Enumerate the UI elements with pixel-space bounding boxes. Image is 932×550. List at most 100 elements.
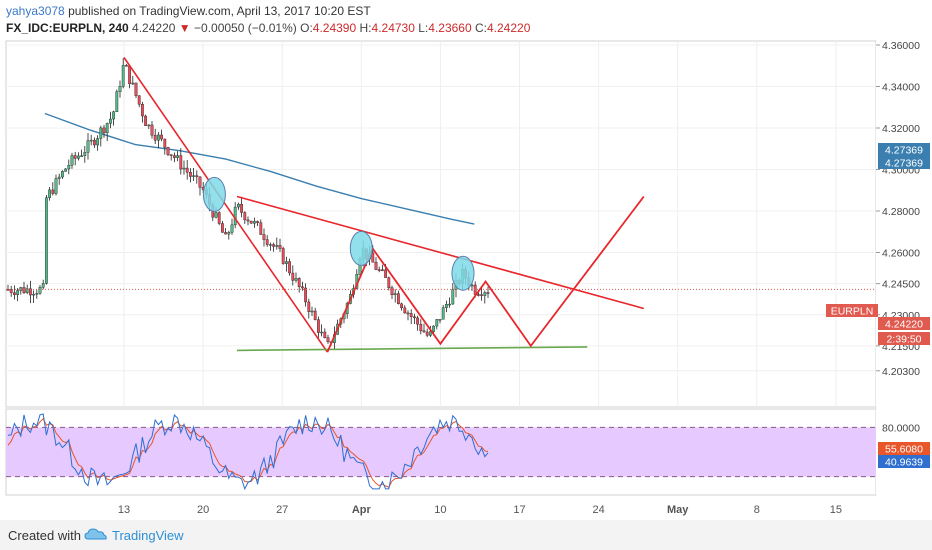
time-tick-label: 15 bbox=[830, 504, 842, 516]
candle-body bbox=[121, 65, 125, 87]
stochastic-value-box bbox=[878, 455, 930, 468]
candle-body bbox=[374, 262, 378, 270]
time-tick-label: 10 bbox=[434, 504, 446, 516]
candle-body bbox=[390, 287, 394, 296]
author-link[interactable]: yahya3078 bbox=[6, 4, 65, 18]
candle-body bbox=[236, 203, 240, 208]
candle-body bbox=[432, 325, 435, 332]
price-label-text: 4.27369 bbox=[885, 145, 923, 157]
candle-body bbox=[89, 139, 93, 142]
candle-body bbox=[25, 288, 29, 293]
candle-body bbox=[156, 134, 160, 141]
low-value: 4.23660 bbox=[428, 21, 472, 35]
price-tick-label: 4.36000 bbox=[882, 40, 920, 52]
candle-body bbox=[313, 310, 317, 320]
time-tick-label: Apr bbox=[352, 504, 372, 516]
open-label: O: bbox=[300, 21, 313, 35]
candle-body bbox=[416, 317, 419, 325]
candle-body bbox=[406, 312, 410, 315]
candle-body bbox=[384, 269, 387, 278]
candle-body bbox=[371, 252, 375, 263]
candle-body bbox=[12, 292, 16, 295]
candle-body bbox=[320, 331, 323, 334]
candle-body bbox=[61, 171, 64, 178]
candle-body bbox=[288, 261, 291, 274]
drawings-group[interactable] bbox=[123, 57, 645, 353]
price-label-box bbox=[826, 304, 878, 317]
candle-body bbox=[304, 287, 307, 303]
candle-body bbox=[48, 189, 52, 198]
candle-body bbox=[297, 278, 301, 288]
time-tick-label: 13 bbox=[118, 504, 130, 516]
high-label: H: bbox=[359, 21, 372, 35]
time-tick-label: 20 bbox=[197, 504, 209, 516]
candle-body bbox=[172, 155, 176, 158]
candle-body bbox=[294, 278, 298, 281]
candle-body bbox=[22, 287, 26, 293]
price-label-text: 2:39:50 bbox=[886, 334, 921, 346]
price-tick-label: 4.20300 bbox=[882, 366, 920, 378]
candle-body bbox=[441, 307, 445, 320]
candle-body bbox=[323, 331, 327, 338]
pattern-zigzag bbox=[326, 195, 645, 353]
candle-body bbox=[252, 221, 256, 224]
candle-body bbox=[166, 147, 170, 155]
candle-body bbox=[195, 175, 199, 178]
tradingview-brand-link[interactable]: TradingView bbox=[112, 528, 184, 543]
price-tick-label: 4.26000 bbox=[882, 248, 920, 260]
chart-header: yahya3078 published on TradingView.com, … bbox=[0, 0, 932, 40]
tradingview-cloud-icon bbox=[84, 528, 107, 540]
candle-body bbox=[285, 261, 288, 264]
candle-body bbox=[477, 294, 480, 296]
candle-body bbox=[51, 189, 55, 194]
candle-body bbox=[118, 86, 122, 92]
candle-body bbox=[83, 152, 87, 156]
candle-body bbox=[230, 224, 234, 233]
candle-body bbox=[160, 134, 163, 140]
candle-body bbox=[45, 197, 48, 284]
candle-body bbox=[179, 155, 183, 170]
candle-body bbox=[176, 155, 179, 158]
candle-body bbox=[124, 65, 128, 67]
publish-line: yahya3078 published on TradingView.com, … bbox=[6, 4, 371, 18]
candle-body bbox=[307, 301, 311, 312]
created-with-text: Created with bbox=[8, 528, 81, 543]
candle-body bbox=[240, 203, 243, 213]
triangle-lower-trendline bbox=[123, 57, 329, 353]
candle-body bbox=[377, 269, 381, 271]
candle-body bbox=[409, 313, 413, 317]
stochastic-band bbox=[6, 427, 876, 477]
highlight-ellipse bbox=[451, 255, 475, 291]
moving-average-line bbox=[44, 112, 475, 225]
candle-body bbox=[67, 165, 71, 170]
candle-body bbox=[429, 331, 432, 336]
candle-body bbox=[102, 127, 106, 134]
open-value: 4.24390 bbox=[312, 21, 357, 35]
candle-body bbox=[108, 118, 112, 124]
candle-body bbox=[272, 244, 275, 247]
candle-body bbox=[86, 140, 90, 153]
candle-body bbox=[137, 95, 141, 105]
candle-body bbox=[256, 221, 259, 223]
candle-body bbox=[144, 115, 147, 126]
time-tick-label: May bbox=[667, 504, 689, 516]
candle-body bbox=[483, 292, 487, 296]
chart-canvas[interactable]: 4.360004.340004.320004.300004.280004.260… bbox=[0, 0, 932, 520]
candle-body bbox=[38, 287, 42, 294]
candle-body bbox=[310, 310, 314, 313]
candle-body bbox=[64, 168, 68, 172]
candle-body bbox=[112, 111, 116, 120]
candle-body bbox=[387, 277, 391, 288]
time-axis[interactable]: 13 20 27 Apr 10 17 24 May 8 15 bbox=[118, 504, 842, 516]
candle-body bbox=[249, 220, 253, 224]
close-value: 4.24220 bbox=[487, 21, 531, 35]
candle-body bbox=[32, 293, 36, 296]
candle-body bbox=[400, 303, 403, 309]
candle-body bbox=[413, 316, 416, 319]
candle-body bbox=[301, 286, 304, 289]
price-axis[interactable] bbox=[876, 41, 932, 407]
support-line bbox=[236, 346, 588, 352]
candle-body bbox=[422, 330, 426, 333]
